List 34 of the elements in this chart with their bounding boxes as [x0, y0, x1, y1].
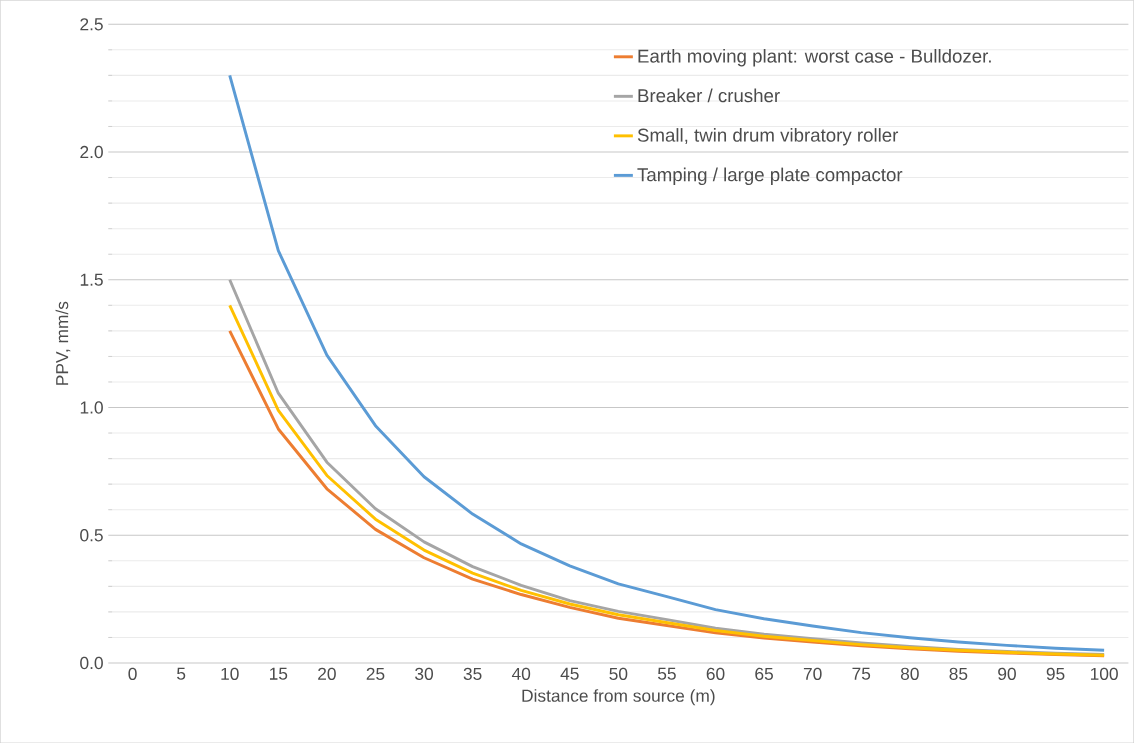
x-tick-label: 95 [1046, 667, 1065, 680]
y-tick-label: 2.5 [80, 17, 103, 31]
x-tick-label: 75 [852, 667, 871, 680]
legend-label: Earth moving plant: worst case - Bulldozer. [638, 48, 991, 67]
y-axis-title: PPV, mm/s [55, 301, 71, 385]
y-tick-label: 0.5 [80, 528, 103, 542]
x-tick-label: 100 [1090, 667, 1118, 680]
x-tick-label: 65 [755, 667, 773, 680]
x-tick-label: 55 [657, 667, 676, 680]
x-tick-label: 45 [560, 667, 579, 680]
x-axis-title: Distance from source (m) [522, 689, 715, 706]
x-tick-label: 90 [998, 667, 1016, 680]
x-tick-label: 5 [177, 667, 186, 680]
x-tick-label: 85 [949, 667, 968, 680]
x-tick-label: 60 [706, 667, 725, 680]
x-tick-label: 10 [221, 667, 239, 680]
legend-label: Tamping / large plate compactor [637, 167, 903, 185]
y-tick-label: 0.0 [80, 656, 103, 669]
x-tick-label: 40 [511, 667, 531, 680]
y-tick-label: 1.5 [80, 273, 103, 286]
x-tick-label: 25 [366, 667, 385, 680]
x-tick-label: 70 [803, 667, 822, 680]
y-tick-label: 1.0 [80, 401, 103, 414]
legend-label: Small, twin drum vibratory roller [637, 127, 899, 146]
x-tick-label: 20 [318, 667, 336, 680]
x-tick-label: 50 [609, 667, 628, 680]
x-tick-label: 0 [128, 667, 137, 680]
legend-label: Breaker / crusher [638, 88, 780, 103]
x-tick-label: 30 [415, 667, 434, 680]
x-tick-label: 80 [900, 667, 919, 680]
line-series [228, 73, 1106, 652]
x-tick-label: 15 [269, 667, 288, 680]
y-tick-label: 2.0 [80, 145, 103, 159]
x-tick-label: 35 [463, 667, 482, 680]
